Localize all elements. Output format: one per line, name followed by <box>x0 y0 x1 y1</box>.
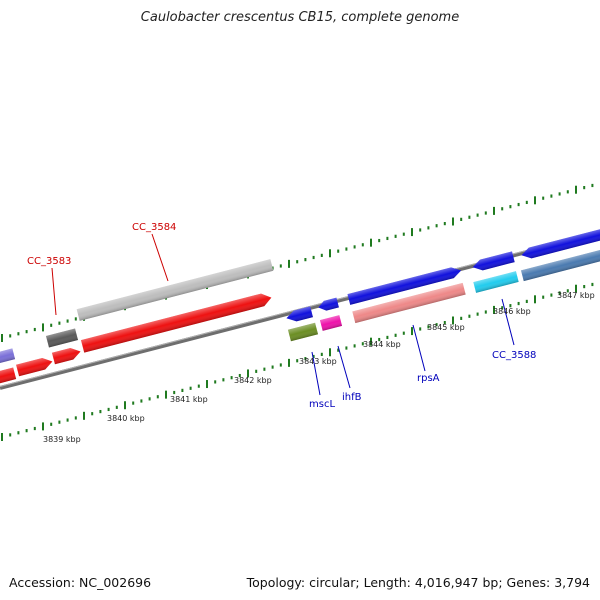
gene-cc3583-box-shade <box>45 328 79 348</box>
gene-rpsA-box-shade <box>352 282 466 324</box>
gene-ihfB-box-shade <box>319 315 343 331</box>
gene-red-fragment <box>0 367 17 385</box>
gene-red-small-shade <box>51 347 81 365</box>
kbp-label: 3840 kbp <box>107 414 145 423</box>
gene-red-small <box>51 347 81 365</box>
gene-label: ihfB <box>342 392 362 403</box>
gene-cc3584-box-shade <box>76 259 274 321</box>
kbp-label: 3839 kbp <box>43 435 81 444</box>
gene-cc3584-arrow <box>80 293 272 353</box>
gene-blue-long <box>347 267 462 305</box>
kbp-scale-labels: 3839 kbp 3840 kbp 3841 kbp 3842 kbp 3843 kbp… <box>43 291 595 444</box>
gene-features <box>0 227 600 385</box>
kbp-label: 3844 kbp <box>363 340 401 349</box>
leader-line-1 <box>151 233 169 282</box>
gene-label: CC_3583 <box>27 256 71 267</box>
gene-name-labels: CC_3583 CC_3584 mscL ihfB rpsA CC_3588 <box>27 222 536 410</box>
kbp-label: 3842 kbp <box>234 376 272 385</box>
leader-line-4 <box>412 324 426 372</box>
kbp-label: 3847 kbp <box>557 291 595 300</box>
leader-line-2 <box>311 351 321 396</box>
gene-blue-b <box>318 297 339 311</box>
gene-blue-a <box>286 306 313 322</box>
kbp-label: 3846 kbp <box>493 307 531 316</box>
gene-label: rpsA <box>417 373 440 384</box>
gene-label: mscL <box>309 399 335 410</box>
gene-cc3588-box <box>473 271 519 293</box>
gene-steel-box-shade <box>520 248 600 282</box>
gene-mscL-box-shade <box>287 322 319 342</box>
gene-rpsA-box <box>352 282 466 324</box>
map-title: Caulobacter crescentus CB15, complete ge… <box>140 10 460 25</box>
kbp-label: 3841 kbp <box>170 395 208 404</box>
gene-ihfB-box <box>319 315 343 331</box>
gene-cc3583-arrow-shade <box>16 357 53 377</box>
leader-line-5 <box>501 298 515 346</box>
gene-blue-long-shade <box>347 267 462 305</box>
genome-summary-text: Topology: circular; Length: 4,016,947 bp… <box>246 575 590 590</box>
gene-blue-b-shade <box>318 297 339 311</box>
gene-purple-fragment <box>0 348 16 364</box>
gene-blue-d-shade <box>521 227 600 259</box>
gene-steel-box <box>520 248 600 282</box>
gene-red-fragment-shade <box>0 367 17 385</box>
gene-blue-c-shade <box>472 251 515 271</box>
accession-text: Accession: NC_002696 <box>9 575 152 590</box>
gene-blue-c <box>472 251 515 271</box>
gene-purple-fragment-shade <box>0 348 16 364</box>
gene-cc3583-arrow <box>16 357 53 377</box>
leader-line-3 <box>337 345 351 389</box>
gene-label: CC_3584 <box>132 222 176 233</box>
gene-cc3584-box <box>76 259 274 321</box>
leader-line-0 <box>51 267 57 316</box>
gene-blue-a-shade <box>286 306 313 322</box>
gene-cc3588-box-shade <box>473 271 519 293</box>
kbp-label: 3843 kbp <box>299 357 337 366</box>
gene-blue-d <box>521 227 600 259</box>
kbp-label: 3845 kbp <box>427 323 465 332</box>
label-leader-lines <box>51 233 515 396</box>
inner-tick-track <box>1 282 594 441</box>
gene-cc3583-box <box>45 328 79 348</box>
gene-label: CC_3588 <box>492 350 536 361</box>
gene-cc3584-arrow-shade <box>80 293 272 353</box>
gene-mscL-box <box>287 322 319 342</box>
